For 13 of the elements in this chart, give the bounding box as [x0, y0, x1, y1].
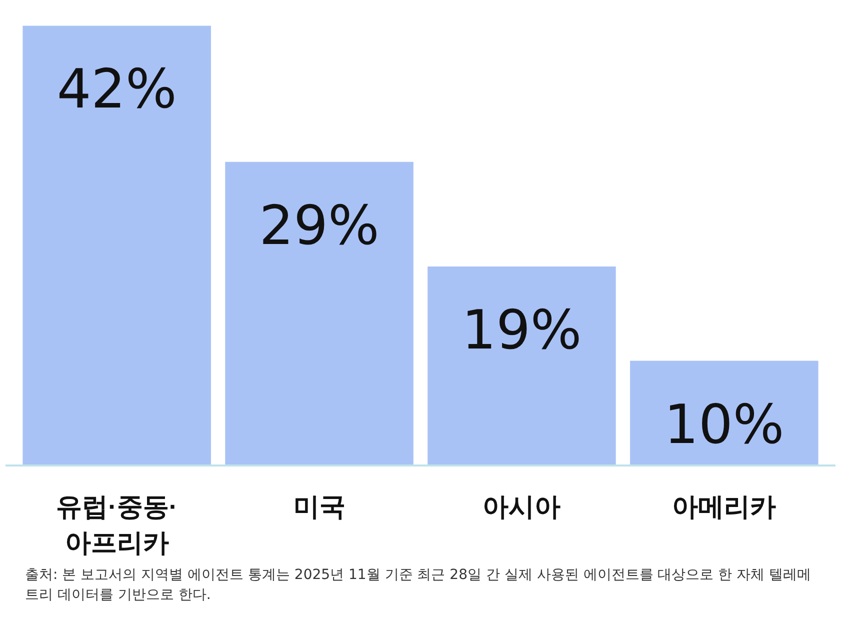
source-note: 출처: 본 보고서의 지역별 에이전트 통계는 2025년 11월 기준 최근 28일 간 실제 사용된 에이전트를 대상으로 한 자체 텔레메트리 데이터를 기반으로 한다. [25, 566, 812, 605]
x-tick-label: 유럽·중동·아프리카 [56, 492, 178, 558]
bar [225, 162, 414, 466]
x-tick-label: 아시아 [482, 492, 561, 522]
x-tick-label: 아메리카 [672, 492, 776, 522]
data-label: 29% [259, 194, 380, 257]
data-label: 19% [462, 298, 582, 362]
x-tick-label: 미국 [293, 492, 346, 522]
data-label: 10% [664, 392, 784, 456]
bar [630, 360, 818, 466]
data-label: 42% [56, 58, 177, 121]
bar [22, 26, 211, 466]
bar [428, 266, 616, 466]
